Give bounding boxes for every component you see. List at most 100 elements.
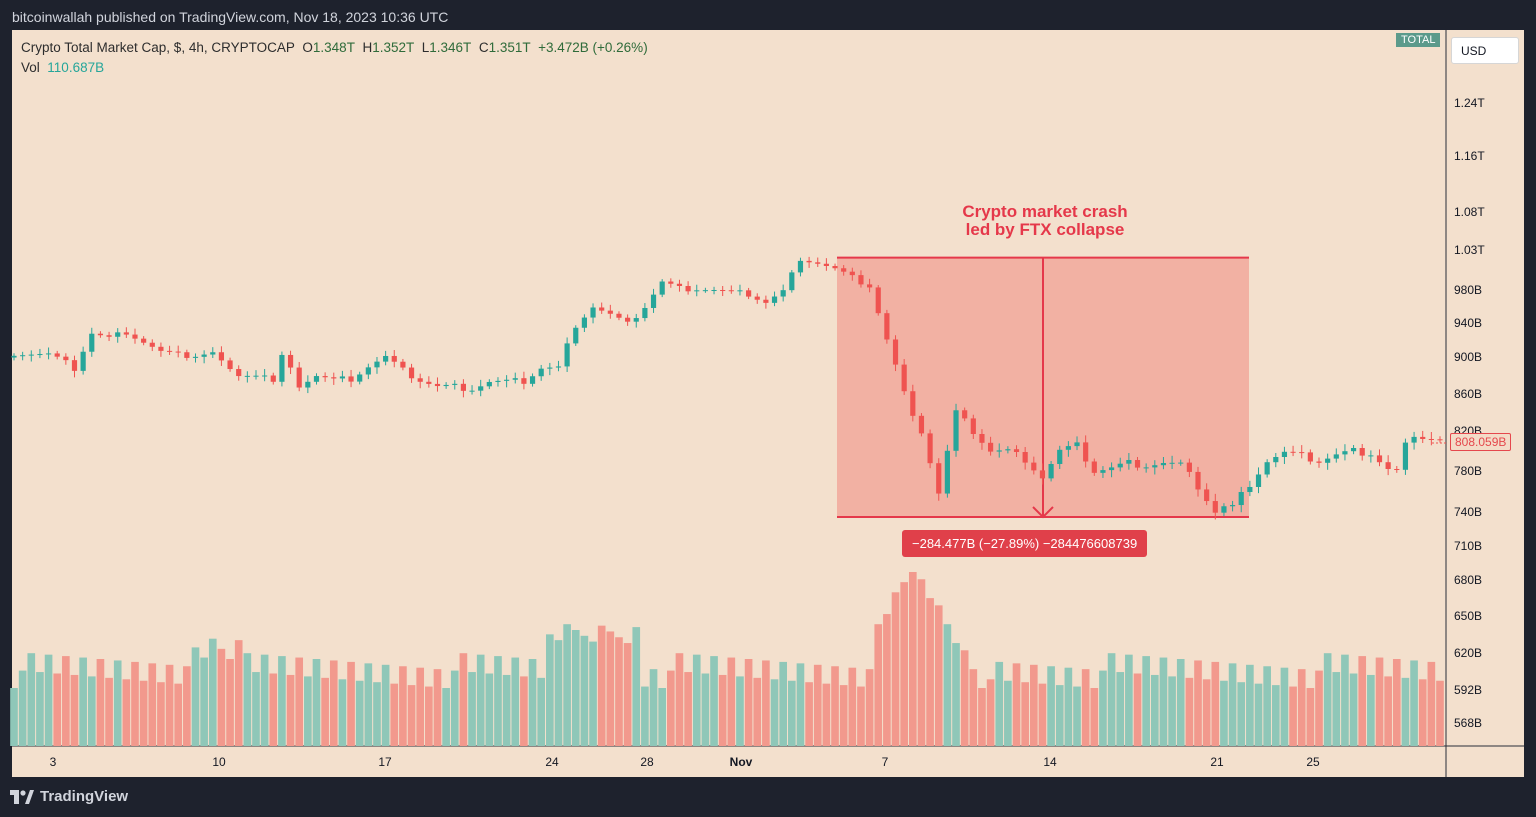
volume-bar xyxy=(1315,670,1323,746)
volume-bar xyxy=(200,657,208,746)
volume-bar xyxy=(1047,666,1055,746)
candle-body xyxy=(322,376,328,378)
time-tick-label: 25 xyxy=(1306,755,1320,769)
volume-bar xyxy=(364,663,373,746)
candle-body xyxy=(400,361,406,368)
candle-body xyxy=(1160,463,1167,466)
volume-bar xyxy=(692,654,701,746)
annotation-line-1: Crypto market crash xyxy=(962,202,1128,221)
price-tick-label: 680B xyxy=(1454,573,1482,587)
candle-body xyxy=(417,378,423,382)
volume-bar xyxy=(321,677,329,746)
candle-body xyxy=(1428,439,1434,440)
candle-body xyxy=(192,356,199,358)
candle-body xyxy=(434,383,441,387)
volume-bar xyxy=(701,673,710,746)
candle-body xyxy=(1022,452,1028,463)
volume-bar xyxy=(347,661,355,746)
volume-bar xyxy=(1392,659,1401,746)
volume-bar xyxy=(234,640,243,746)
candle-body xyxy=(633,318,639,322)
volume-bar xyxy=(684,672,692,746)
volume-bar xyxy=(1358,656,1367,746)
candle-body xyxy=(1065,446,1071,450)
measure-arrow-head xyxy=(1032,506,1054,519)
price-tick-label: 780B xyxy=(1454,464,1482,478)
volume-bar xyxy=(1246,664,1254,746)
volume-bar xyxy=(727,657,736,746)
candle-body xyxy=(555,366,562,368)
candle-body xyxy=(236,369,242,377)
candle-body xyxy=(469,390,475,392)
currency-button[interactable]: USD xyxy=(1451,37,1519,64)
volume-bar xyxy=(208,638,217,746)
volume-bar xyxy=(494,656,502,746)
price-tick-label: 592B xyxy=(1454,683,1482,697)
candle-body xyxy=(218,352,225,361)
candle-body xyxy=(313,376,320,382)
candle-body xyxy=(1117,463,1123,468)
volume-bar xyxy=(1090,688,1099,746)
candle-body xyxy=(1420,436,1426,439)
candle-body xyxy=(927,433,933,464)
candle-body xyxy=(763,299,769,303)
candle-body xyxy=(201,354,207,357)
candle-body xyxy=(1264,462,1270,475)
candle-body xyxy=(616,313,622,318)
candle-body xyxy=(80,351,86,371)
volume-bar xyxy=(53,673,62,746)
volume-bar xyxy=(1254,683,1263,746)
candle-body xyxy=(936,463,942,494)
price-tick-label: 1.08T xyxy=(1454,205,1485,219)
candle-body xyxy=(1091,461,1097,473)
volume-bar xyxy=(1081,669,1090,746)
price-tick-label: 1.03T xyxy=(1454,243,1485,257)
volume-bar xyxy=(338,679,347,746)
volume-bar xyxy=(381,664,390,746)
volume-bar xyxy=(390,683,399,746)
candle-body xyxy=(1437,439,1443,441)
candle-body xyxy=(867,284,873,288)
volume-bar xyxy=(183,666,191,746)
volume-bar xyxy=(433,669,442,746)
crash-annotation: Crypto market crash led by FTX collapse xyxy=(940,203,1150,239)
last-price-label: 808.059B xyxy=(1450,433,1512,451)
volume-bar xyxy=(848,667,857,746)
open-value: 1.348T xyxy=(312,40,355,55)
candle-body xyxy=(1307,452,1313,462)
volume-bar xyxy=(1116,672,1125,746)
candle-body xyxy=(573,327,579,344)
high-value: 1.352T xyxy=(372,40,415,55)
candle-body xyxy=(676,283,683,286)
volume-bar xyxy=(1280,667,1289,746)
volume-bar xyxy=(87,676,96,746)
candle-body xyxy=(607,310,613,314)
candle-body xyxy=(1031,462,1037,471)
candle-body xyxy=(1108,467,1115,471)
time-tick-label: 28 xyxy=(640,755,654,769)
candle-body xyxy=(89,333,95,352)
volume-legend: Vol 110.687B xyxy=(21,60,104,75)
candle-body xyxy=(1402,442,1409,470)
volume-bar xyxy=(442,688,450,746)
price-tick-label: 940B xyxy=(1454,316,1482,330)
volume-bar xyxy=(511,657,520,746)
volume-bar xyxy=(131,661,139,746)
candle-body xyxy=(996,450,1002,452)
candle-body xyxy=(892,339,899,365)
candle-body xyxy=(538,368,544,377)
volume-bar xyxy=(839,685,848,746)
volume-bar xyxy=(459,653,468,746)
candle-body xyxy=(443,384,449,387)
volume-bar xyxy=(1150,674,1159,746)
candle-body xyxy=(1385,462,1391,469)
volume-bar xyxy=(260,654,269,746)
volume-bar xyxy=(891,592,900,746)
volume-bar xyxy=(718,674,727,746)
price-tick-label: 980B xyxy=(1454,283,1482,297)
candle-body xyxy=(20,355,26,357)
volume-bar xyxy=(1211,661,1220,746)
volume-bar xyxy=(805,682,813,746)
candle-body xyxy=(262,375,268,377)
